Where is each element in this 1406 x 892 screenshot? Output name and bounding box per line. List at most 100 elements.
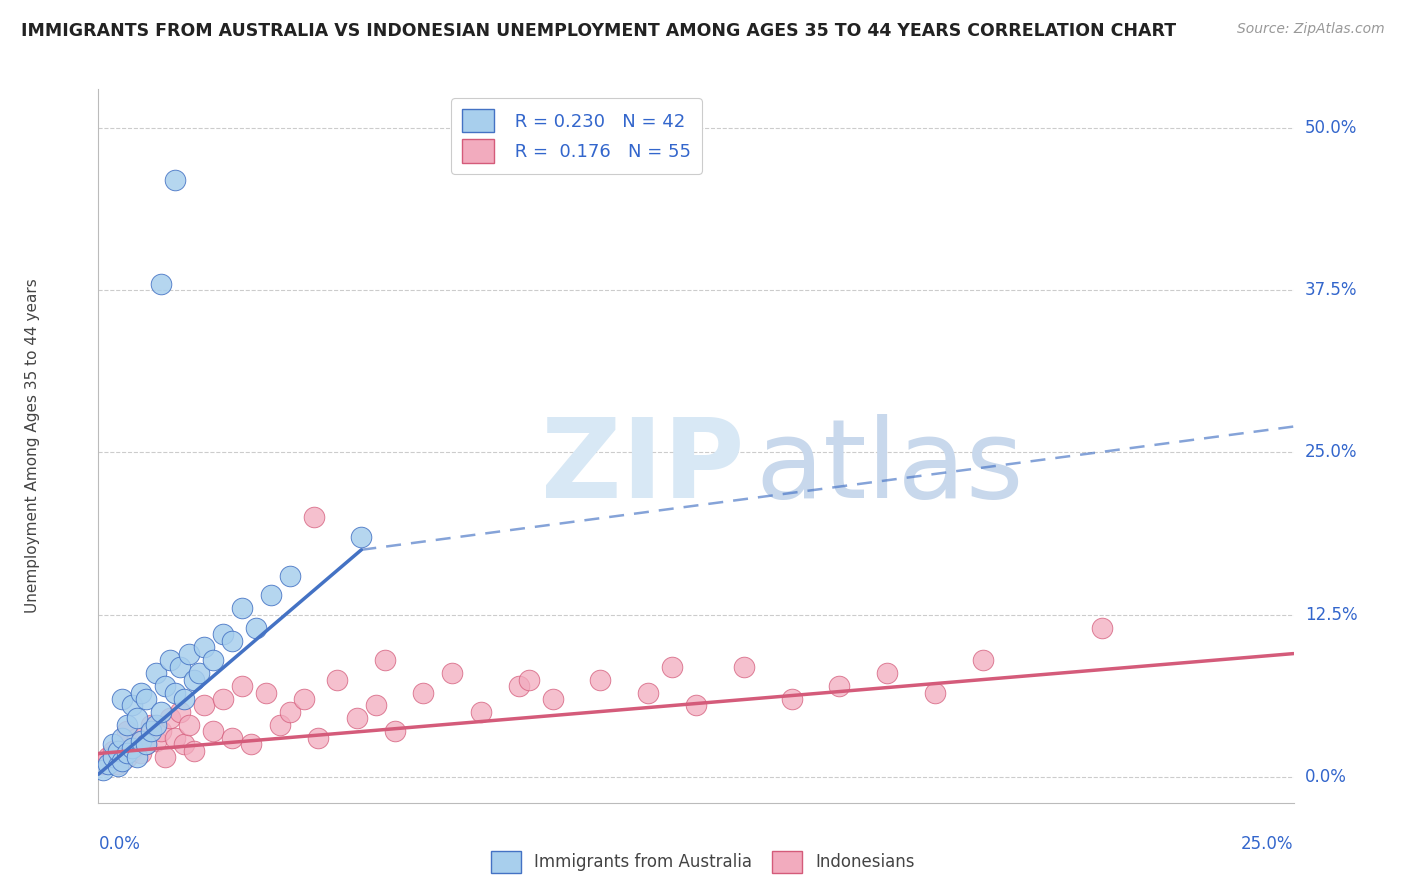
Point (187, 666, 209, 681)
Point (193, 640, 215, 654)
Point (231, 601, 253, 615)
Text: ZIP: ZIP (540, 414, 744, 521)
Point (346, 711, 368, 725)
Point (183, 673, 205, 687)
Point (149, 277, 172, 291)
Point (159, 653, 181, 667)
Point (685, 698, 707, 713)
Point (278, 568, 301, 582)
Point (221, 731, 243, 745)
Point (240, 738, 263, 752)
Point (589, 673, 612, 687)
Point (115, 718, 138, 732)
Point (163, 173, 186, 187)
Point (193, 698, 215, 713)
Point (202, 653, 225, 667)
Point (661, 659, 683, 673)
Point (508, 679, 530, 693)
Point (211, 627, 233, 641)
Point (131, 733, 153, 747)
Point (828, 679, 851, 693)
Point (107, 756, 129, 771)
Point (876, 666, 898, 681)
Point (517, 673, 540, 687)
Legend: Immigrants from Australia, Indonesians: Immigrants from Australia, Indonesians (484, 845, 922, 880)
Text: atlas: atlas (756, 414, 1024, 521)
Point (292, 692, 315, 706)
Point (145, 733, 167, 747)
Text: Source: ZipAtlas.com: Source: ZipAtlas.com (1237, 22, 1385, 37)
Point (245, 621, 267, 635)
Point (231, 679, 253, 693)
Point (326, 673, 349, 687)
Point (111, 692, 134, 706)
Text: 37.5%: 37.5% (1305, 281, 1357, 300)
Text: 25.0%: 25.0% (1305, 443, 1357, 461)
Point (101, 744, 124, 758)
Point (441, 666, 464, 681)
Point (541, 692, 564, 706)
Point (384, 724, 406, 739)
Point (173, 738, 195, 752)
Point (101, 750, 124, 764)
Point (374, 653, 396, 667)
Text: 50.0%: 50.0% (1305, 120, 1357, 137)
Point (155, 679, 177, 693)
Text: 25.0%: 25.0% (1241, 835, 1294, 854)
Point (269, 718, 291, 732)
Point (111, 738, 134, 752)
Point (115, 750, 138, 764)
Point (221, 633, 243, 648)
Text: 0.0%: 0.0% (98, 835, 141, 854)
Point (924, 685, 946, 699)
Point (107, 744, 129, 758)
Point (350, 530, 373, 544)
Point (278, 705, 301, 719)
Point (179, 718, 201, 732)
Point (1091, 621, 1114, 635)
Text: 12.5%: 12.5% (1305, 606, 1357, 624)
Point (97, 756, 120, 771)
Point (125, 731, 148, 745)
Point (111, 754, 134, 768)
Point (135, 738, 157, 752)
Point (780, 692, 803, 706)
Point (131, 685, 153, 699)
Point (121, 744, 143, 758)
Point (125, 750, 148, 764)
Point (115, 747, 138, 761)
Point (183, 744, 205, 758)
Point (637, 685, 659, 699)
Point (91, 756, 114, 771)
Point (364, 698, 387, 713)
Point (149, 724, 172, 739)
Point (173, 692, 195, 706)
Point (135, 738, 157, 752)
Legend:  R = 0.230   N = 42,  R =  0.176   N = 55: R = 0.230 N = 42, R = 0.176 N = 55 (451, 98, 702, 174)
Point (972, 653, 994, 667)
Point (131, 747, 153, 761)
Text: IMMIGRANTS FROM AUSTRALIA VS INDONESIAN UNEMPLOYMENT AMONG AGES 35 TO 44 YEARS C: IMMIGRANTS FROM AUSTRALIA VS INDONESIAN … (21, 22, 1177, 40)
Point (412, 685, 434, 699)
Point (101, 738, 124, 752)
Text: Unemployment Among Ages 35 to 44 years: Unemployment Among Ages 35 to 44 years (25, 278, 41, 614)
Point (211, 692, 233, 706)
Point (121, 698, 143, 713)
Point (149, 705, 172, 719)
Point (470, 705, 492, 719)
Point (307, 731, 329, 745)
Point (155, 750, 177, 764)
Point (254, 685, 277, 699)
Point (169, 659, 191, 673)
Point (145, 718, 167, 732)
Point (111, 731, 134, 745)
Point (159, 711, 181, 725)
Point (139, 724, 162, 739)
Point (135, 692, 157, 706)
Point (733, 659, 755, 673)
Point (259, 588, 281, 602)
Point (121, 741, 143, 756)
Point (125, 711, 148, 725)
Point (107, 759, 129, 773)
Text: 0.0%: 0.0% (1305, 768, 1347, 786)
